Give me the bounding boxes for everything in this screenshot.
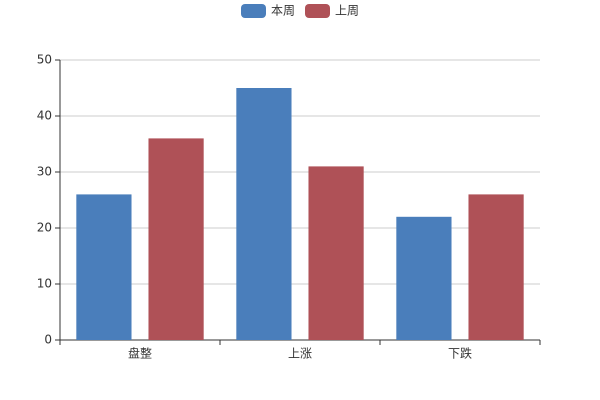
legend-label: 上周 (335, 4, 359, 18)
bar (76, 194, 132, 340)
legend-label: 本周 (271, 4, 295, 18)
y-tick-label: 50 (37, 53, 52, 67)
bar (308, 166, 364, 340)
legend-swatch (305, 4, 330, 18)
bar (468, 194, 524, 340)
y-tick-label: 30 (37, 165, 52, 179)
y-tick-label: 20 (37, 221, 52, 235)
y-tick-label: 10 (37, 277, 52, 291)
x-tick-label: 上涨 (288, 346, 312, 361)
y-tick-label: 40 (37, 109, 52, 123)
x-tick-label: 下跌 (448, 346, 472, 361)
x-tick-label: 盘整 (128, 346, 152, 361)
bar (148, 138, 204, 340)
legend-swatch (241, 4, 266, 18)
bar (396, 216, 452, 340)
y-tick-label: 0 (44, 333, 52, 347)
bar (236, 88, 292, 340)
